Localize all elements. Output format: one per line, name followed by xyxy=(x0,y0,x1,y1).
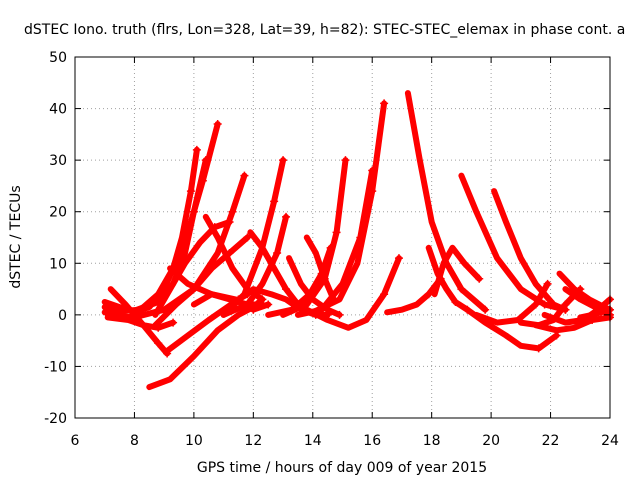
series-trace xyxy=(152,219,233,318)
x-tick-label: 12 xyxy=(244,433,262,449)
plus-marker xyxy=(475,274,484,283)
x-tick-label: 14 xyxy=(304,433,322,449)
series-trace xyxy=(458,172,569,313)
series-trace xyxy=(220,213,289,318)
plus-marker xyxy=(243,233,252,242)
x-tick-label: 16 xyxy=(363,433,381,449)
series-arc-p xyxy=(220,212,291,318)
y-tick-label: -20 xyxy=(44,411,67,427)
grid-layer xyxy=(75,57,610,418)
plus-marker xyxy=(534,344,543,353)
series-trace xyxy=(384,275,444,316)
series-arc-x xyxy=(303,254,403,331)
series-arc-z xyxy=(404,90,490,314)
plus-marker xyxy=(591,303,600,312)
series-trace xyxy=(491,188,569,313)
y-tick-label: 30 xyxy=(49,153,67,169)
y-tick-label: -10 xyxy=(44,359,67,375)
y-tick-label: 20 xyxy=(49,205,67,221)
series-trace xyxy=(431,244,483,298)
x-tick-label: 18 xyxy=(423,433,441,449)
series-trace xyxy=(404,90,489,313)
x-tick-label: 22 xyxy=(542,433,560,449)
y-tick-label: 10 xyxy=(49,256,67,272)
y-tick-label: 50 xyxy=(49,50,67,66)
series-trace xyxy=(303,255,402,331)
series-trace xyxy=(152,234,251,329)
plus-marker xyxy=(597,308,606,317)
series-trace xyxy=(107,286,171,357)
plus-marker xyxy=(270,197,279,206)
plus-marker xyxy=(192,145,201,154)
tick-layer: 6 8 10 12 14 16 18 20 22 24 -20 -10 0 10 20 30 40 50 xyxy=(44,50,619,449)
plus-marker xyxy=(282,285,291,294)
plus-marker xyxy=(394,254,403,263)
plus-marker xyxy=(264,300,273,309)
plus-marker xyxy=(540,300,549,309)
series-trace xyxy=(309,100,388,316)
plus-marker xyxy=(380,99,389,108)
plus-marker xyxy=(460,259,469,268)
series-trace xyxy=(541,296,613,326)
plus-marker xyxy=(258,295,267,304)
series-trace xyxy=(464,306,560,352)
plus-marker xyxy=(249,305,258,314)
plus-marker xyxy=(228,207,237,216)
plus-marker xyxy=(451,297,460,306)
series-trace xyxy=(280,157,349,318)
y-tick-label: 0 xyxy=(58,308,67,324)
plus-marker xyxy=(543,279,552,288)
series-trace xyxy=(577,306,613,321)
plus-marker xyxy=(380,290,389,299)
series-arc-af xyxy=(473,279,552,326)
x-tick-label: 10 xyxy=(185,433,203,449)
plus-marker xyxy=(424,290,433,299)
series-arc-j xyxy=(152,218,234,318)
series-trace xyxy=(425,244,471,313)
plus-marker xyxy=(189,207,198,216)
plus-marker xyxy=(169,318,178,327)
plus-marker xyxy=(201,156,210,165)
plus-marker xyxy=(282,212,291,221)
series-trace xyxy=(101,146,200,316)
plus-marker xyxy=(531,300,540,309)
series-arc-ab xyxy=(431,244,484,298)
plus-marker xyxy=(549,300,558,309)
x-tick-label: 6 xyxy=(71,433,80,449)
plus-marker xyxy=(154,339,163,348)
plus-marker xyxy=(368,187,377,196)
y-tick-label: 40 xyxy=(49,102,67,118)
x-tick-label: 8 xyxy=(130,433,139,449)
plus-marker xyxy=(186,187,195,196)
y-axis-label: dSTEC / TECUs xyxy=(8,185,24,288)
x-tick-label: 20 xyxy=(482,433,500,449)
plus-marker xyxy=(279,156,288,165)
plus-marker xyxy=(273,248,282,257)
series-arc-w xyxy=(309,99,389,316)
series-trace xyxy=(473,280,551,326)
plus-marker xyxy=(240,171,249,180)
plot-frame xyxy=(74,56,611,419)
series-trace xyxy=(303,234,337,303)
plus-marker xyxy=(561,300,570,309)
plus-marker xyxy=(332,228,341,237)
series-trace xyxy=(532,314,613,334)
chart-title: dSTEC Iono. truth (flrs, Lon=328, Lat=39… xyxy=(24,22,625,38)
plus-marker xyxy=(213,120,222,129)
plus-marker xyxy=(225,218,234,227)
series-trace xyxy=(247,229,301,308)
plus-marker xyxy=(341,156,350,165)
plus-marker xyxy=(457,285,466,294)
plus-marker xyxy=(481,305,490,314)
x-axis-label: GPS time / hours of day 009 of year 2015 xyxy=(197,460,487,476)
data-layer xyxy=(101,90,614,391)
x-tick-label: 24 xyxy=(601,433,619,449)
series-arc-u xyxy=(280,156,350,318)
plus-marker xyxy=(335,310,344,319)
